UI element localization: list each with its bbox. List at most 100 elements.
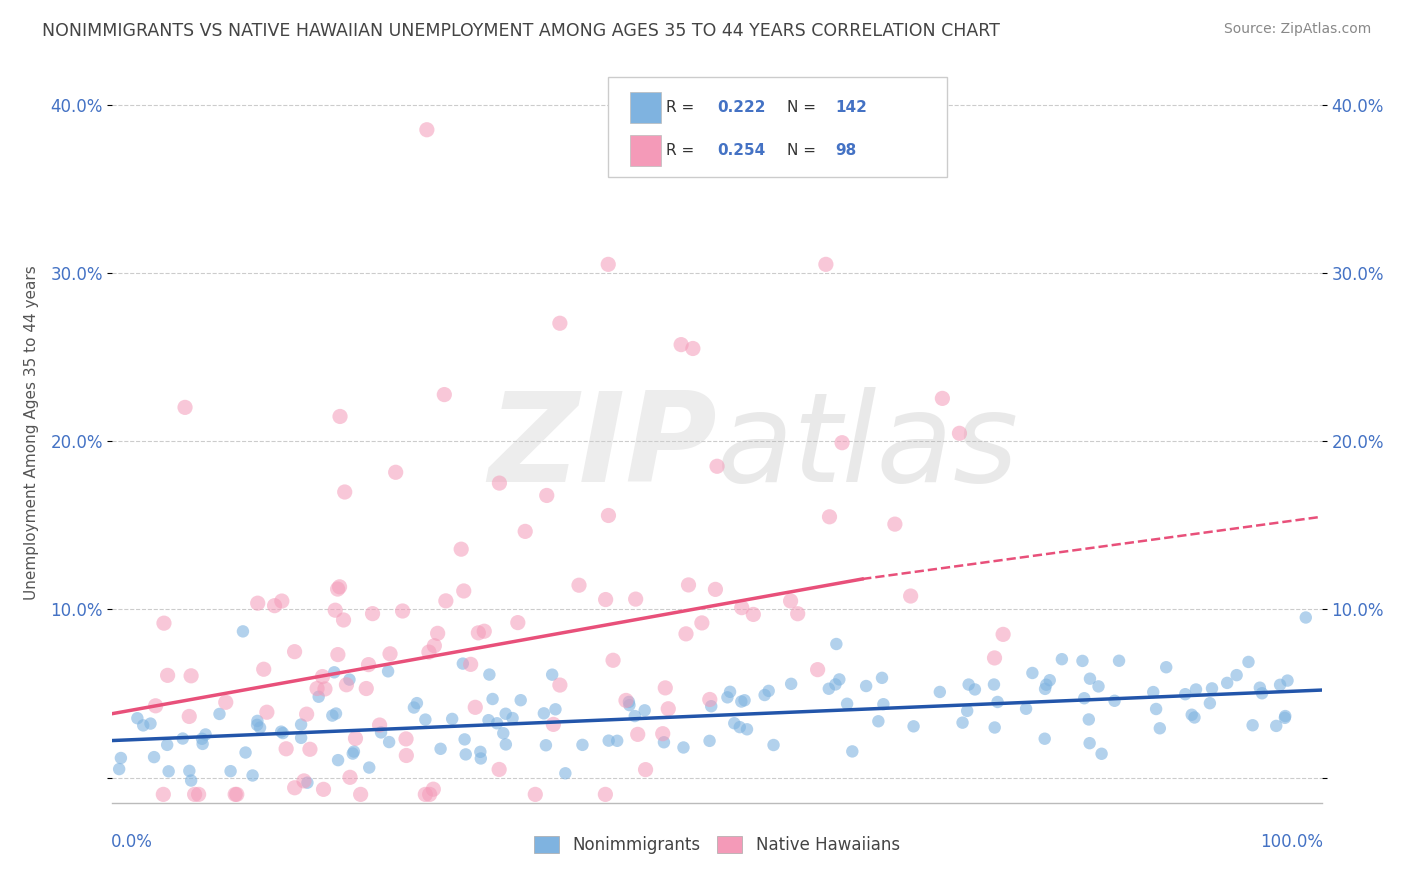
Point [623,709,645,723]
Point [627,727,650,741]
Point [219,764,242,779]
Point [1073,691,1095,706]
Point [1226,668,1249,682]
Point [187,788,209,802]
Point [314,681,336,696]
Point [1033,731,1056,746]
Point [485,716,508,731]
Point [855,679,877,693]
Point [422,782,444,797]
Point [329,409,352,424]
Point [1087,679,1109,693]
Point [1251,686,1274,700]
Text: 0.254: 0.254 [717,143,765,158]
Point [339,770,361,784]
Point [652,735,675,749]
Point [1154,660,1177,674]
Point [335,678,357,692]
Point [464,700,486,714]
Point [354,681,377,696]
Point [183,788,205,802]
Point [780,677,803,691]
Point [108,762,131,776]
Point [470,751,492,765]
Point [598,508,620,523]
Point [249,721,271,735]
Point [1021,665,1043,680]
Text: 142: 142 [835,100,868,115]
Point [297,775,319,789]
Point [451,657,474,671]
Point [634,763,657,777]
Point [312,782,335,797]
Point [270,724,292,739]
Point [290,731,312,745]
Point [669,337,692,351]
Point [332,613,354,627]
Point [419,788,441,802]
Point [841,744,863,758]
Point [325,706,347,721]
Point [706,459,728,474]
Point [179,709,201,723]
Point [1078,736,1101,750]
Point [406,696,429,710]
Point [678,578,700,592]
Point [295,707,318,722]
Point [284,780,307,795]
Point [1249,681,1271,695]
Point [682,342,704,356]
Text: Source: ZipAtlas.com: Source: ZipAtlas.com [1223,22,1371,37]
Point [928,685,950,699]
Point [872,697,894,711]
Point [1277,673,1299,688]
Point [246,714,269,728]
Point [467,625,489,640]
Text: NONIMMIGRANTS VS NATIVE HAWAIIAN UNEMPLOYMENT AMONG AGES 35 TO 44 YEARS CORRELAT: NONIMMIGRANTS VS NATIVE HAWAIIAN UNEMPLO… [42,22,1000,40]
Point [495,738,517,752]
Point [831,435,853,450]
Point [174,401,197,415]
Point [543,717,565,731]
Point [762,738,785,752]
Point [253,662,276,676]
Point [232,624,254,639]
Point [1108,654,1130,668]
Point [208,706,231,721]
Point [1216,676,1239,690]
Point [614,693,637,707]
Point [384,465,406,479]
Point [492,726,515,740]
Point [326,648,349,662]
Point [716,690,738,705]
Point [1241,718,1264,732]
Point [359,760,381,774]
Point [786,607,808,621]
Point [1295,610,1317,624]
Point [215,695,238,709]
Point [983,677,1005,691]
Point [271,726,294,740]
Point [191,737,214,751]
Point [1035,678,1057,692]
Point [323,603,346,617]
Point [1199,696,1222,710]
Point [524,788,547,802]
Point [481,692,503,706]
Point [956,704,979,718]
Point [1033,681,1056,696]
Text: N =: N = [787,100,821,115]
Point [534,738,557,752]
Point [1039,673,1062,688]
Point [426,626,449,640]
Point [814,257,837,271]
Point [157,764,180,779]
Point [153,616,176,631]
Point [344,731,367,746]
Point [828,673,851,687]
Point [554,766,576,780]
Point [1077,713,1099,727]
Point [657,702,679,716]
Point [825,637,848,651]
Point [172,731,194,746]
